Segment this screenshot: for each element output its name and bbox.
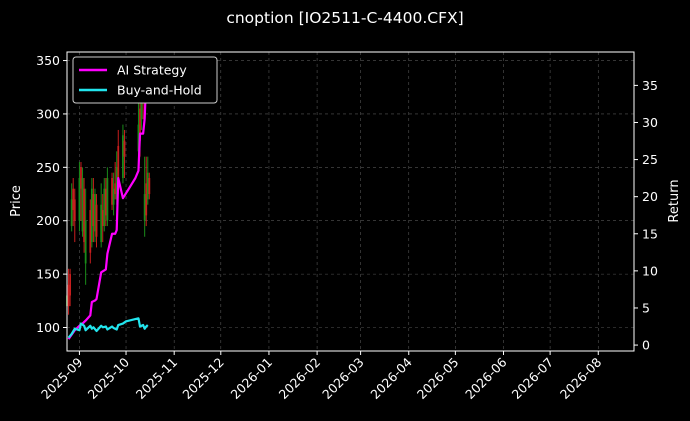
- y-left-tick-label: 300: [36, 106, 60, 121]
- y-right-tick-label: 35: [642, 78, 658, 93]
- legend: AI Strategy Buy-and-Hold: [72, 56, 218, 104]
- candle-body: [123, 140, 126, 157]
- candle-body: [67, 284, 70, 307]
- candle-body: [94, 194, 96, 232]
- plot-frame: [66, 51, 635, 352]
- candle-body: [89, 210, 92, 253]
- candle-body: [72, 188, 75, 211]
- y-axis-left-label: Price: [9, 185, 24, 217]
- legend-label-ai-strategy: AI Strategy: [117, 63, 187, 78]
- y-left-tick-label: 250: [36, 160, 60, 175]
- candlesticks: [66, 65, 151, 317]
- y-left-tick-label: 150: [36, 267, 60, 282]
- y-left-tick-label: 350: [36, 53, 60, 68]
- candle-body: [83, 188, 85, 243]
- y-left-tick-label: 200: [36, 213, 60, 228]
- candle-body: [90, 188, 93, 243]
- legend-box: [72, 56, 218, 104]
- candle-body: [122, 135, 124, 179]
- candle-body: [145, 183, 148, 216]
- y-axis-right: 0 5 10 15 20 25 30 35: [634, 78, 658, 353]
- candle-body: [95, 204, 98, 237]
- candle-body: [111, 178, 113, 205]
- candle-body: [148, 178, 151, 195]
- candle-body: [78, 178, 81, 221]
- candle-body: [146, 172, 149, 200]
- y-right-tick-label: 0: [642, 338, 650, 353]
- candle-body: [103, 188, 106, 227]
- candle-body: [70, 199, 73, 227]
- candle-body: [104, 188, 107, 216]
- y-right-tick-label: 10: [642, 263, 658, 278]
- y-right-tick-label: 20: [642, 189, 658, 204]
- candle-body: [112, 188, 115, 205]
- candle-body: [114, 183, 117, 195]
- candle-body: [139, 108, 141, 141]
- y-axis-left: 100 150 200 250 300 350: [36, 53, 67, 335]
- candle-body: [137, 124, 140, 152]
- series-line-buy-and-hold: [67, 317, 149, 339]
- candle-body: [143, 194, 146, 221]
- candle-body: [69, 274, 72, 296]
- candle-body: [84, 220, 87, 264]
- candle-body: [73, 199, 76, 221]
- candle-body: [100, 204, 103, 243]
- y-right-tick-label: 15: [642, 226, 658, 241]
- candle-body: [117, 145, 120, 179]
- candle-body: [92, 194, 95, 227]
- candle-body: [106, 178, 109, 221]
- series-lines: [67, 63, 149, 340]
- candle-body: [81, 178, 84, 232]
- chart-title: cnoption [IO2511-C-4400.CFX]: [226, 9, 463, 27]
- candle-body: [80, 167, 82, 189]
- y-right-tick-label: 5: [642, 300, 650, 315]
- candle-body: [115, 167, 118, 200]
- y-right-tick-label: 30: [642, 115, 658, 130]
- y-axis-right-label: Return: [667, 179, 682, 222]
- legend-label-buy-and-hold: Buy-and-Hold: [117, 83, 202, 98]
- y-right-tick-label: 25: [642, 152, 658, 167]
- candle-body: [101, 210, 104, 227]
- y-left-tick-label: 100: [36, 320, 60, 335]
- series-line-ai-strategy: [67, 63, 149, 340]
